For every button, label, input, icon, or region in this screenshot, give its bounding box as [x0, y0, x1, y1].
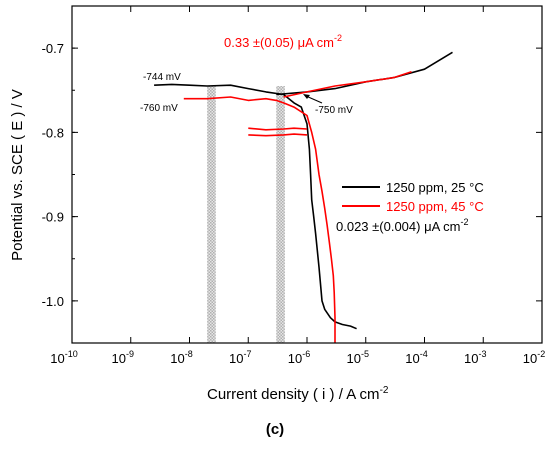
tafel-band-2: [276, 86, 285, 343]
series-line-3: [183, 96, 336, 343]
legend: 1250 ppm, 25 °C 1250 ppm, 45 °C: [342, 180, 484, 214]
annotation-750mv: -750 mV: [315, 105, 353, 116]
x-tick-label: 10-3: [464, 349, 486, 366]
series-line-2: [276, 51, 453, 96]
annotation-750mv-arrow: [305, 95, 323, 104]
x-tick-label: 10-4: [405, 349, 427, 366]
y-tick-label: -0.7: [42, 41, 64, 56]
legend-label-series1: 1250 ppm, 25 °C: [386, 180, 484, 195]
icorr-25-label: 0.023 ±(0.004) μA cm-2: [336, 217, 468, 234]
y-tick-label: -0.8: [42, 125, 64, 140]
y-tick-label: -1.0: [42, 294, 64, 309]
x-tick-label: 10-8: [170, 349, 192, 366]
annotation-744mv: -744 mV: [143, 72, 181, 83]
annotation-750mv-arrowhead: [303, 94, 310, 99]
y-tick-label: -0.9: [42, 210, 64, 225]
series-line-6: [248, 133, 308, 137]
y-axis-title: Potential vs. SCE ( E ) / V: [9, 89, 26, 261]
series-line-1: [154, 83, 357, 330]
figure-caption: (c): [266, 421, 284, 438]
plot-frame: [71, 5, 543, 344]
x-tick-label: 10-10: [50, 349, 77, 366]
legend-label-series2: 1250 ppm, 45 °C: [386, 199, 484, 214]
series-line-4: [283, 70, 412, 98]
x-tick-label: 10-9: [112, 349, 134, 366]
x-tick-label: 10-7: [229, 349, 251, 366]
x-tick-label: 10-5: [347, 349, 369, 366]
x-tick-label: 10-6: [288, 349, 310, 366]
series-line-5: [248, 127, 308, 131]
icorr-45-label: 0.33 ±(0.05) μA cm-2: [224, 33, 342, 50]
x-tick-label: 10-2: [523, 349, 545, 366]
tafel-band-1: [207, 86, 216, 343]
annotation-760mv: -760 mV: [140, 103, 178, 114]
x-axis-title: Current density ( i ) / A cm-2: [207, 385, 389, 403]
